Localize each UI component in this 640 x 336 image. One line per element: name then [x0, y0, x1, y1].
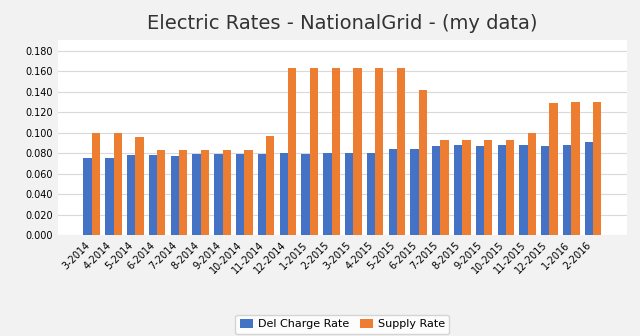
Bar [585, 142, 593, 235]
Bar [397, 68, 405, 235]
Bar [113, 133, 122, 235]
Bar [157, 150, 165, 235]
Bar [135, 137, 143, 235]
Bar [497, 145, 506, 235]
Bar [127, 155, 135, 235]
Bar [171, 156, 179, 235]
Bar [388, 149, 397, 235]
Bar [179, 150, 188, 235]
Bar [367, 153, 375, 235]
Bar [476, 146, 484, 235]
Bar [520, 145, 527, 235]
Bar [310, 68, 318, 235]
Bar [550, 103, 557, 235]
Title: Electric Rates - NationalGrid - (my data): Electric Rates - NationalGrid - (my data… [147, 14, 538, 33]
Bar [572, 102, 579, 235]
Bar [193, 154, 201, 235]
Bar [214, 154, 223, 235]
Bar [323, 153, 332, 235]
Bar [419, 90, 427, 235]
Bar [593, 102, 602, 235]
Bar [432, 146, 440, 235]
Bar [345, 153, 353, 235]
Bar [92, 133, 100, 235]
Bar [484, 140, 492, 235]
Bar [353, 68, 362, 235]
Bar [149, 155, 157, 235]
Bar [410, 149, 419, 235]
Bar [201, 150, 209, 235]
Bar [462, 140, 470, 235]
Bar [454, 145, 462, 235]
Bar [541, 146, 550, 235]
Bar [527, 133, 536, 235]
Bar [301, 154, 310, 235]
Bar [506, 140, 514, 235]
Bar [258, 154, 266, 235]
Bar [106, 158, 113, 235]
Bar [244, 150, 253, 235]
Bar [280, 153, 288, 235]
Bar [288, 68, 296, 235]
Bar [83, 158, 92, 235]
Bar [440, 140, 449, 235]
Bar [563, 145, 572, 235]
Legend: Del Charge Rate, Supply Rate: Del Charge Rate, Supply Rate [236, 315, 449, 334]
Bar [375, 68, 383, 235]
Bar [332, 68, 340, 235]
Bar [223, 150, 231, 235]
Bar [266, 136, 275, 235]
Bar [236, 154, 244, 235]
